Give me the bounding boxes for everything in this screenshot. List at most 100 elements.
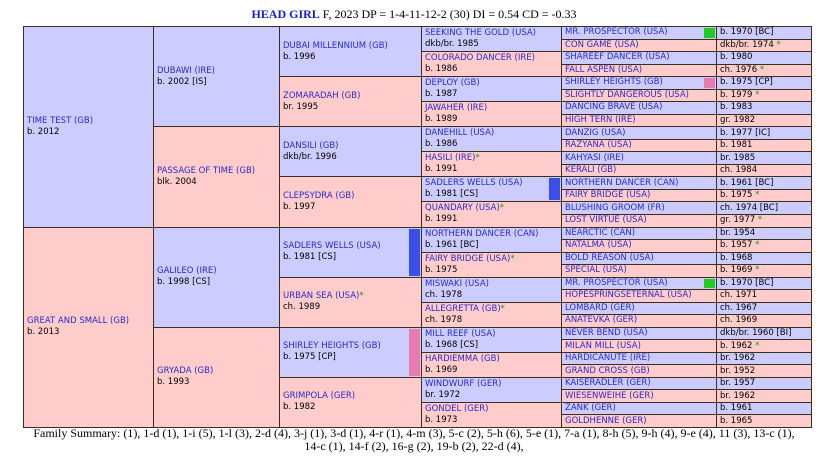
horse-info: b. 2013 (27, 327, 60, 338)
horse-name: NORTHERN DANCER (CAN) (565, 177, 679, 188)
info-line: br. 1985 (720, 153, 808, 164)
star-mark: * (755, 240, 760, 251)
horse-details: F, 2023 DP = 1-4-11-12-2 (30) DI = 0.54 … (322, 7, 577, 21)
horse-name: SADLERS WELLS (USA) (283, 241, 381, 252)
horse-name: ZANK (GER) (565, 403, 616, 414)
info-line: ch. 1974 [BC] (720, 203, 808, 214)
horse-cell: KERALI (GB) (561, 163, 717, 178)
name-line: DANSILI (GB) (283, 141, 418, 152)
horse-cell: SPECIAL (USA) (561, 264, 717, 278)
horse-info-cell: b. 1962 * (716, 339, 812, 353)
horse-cell: ZANK (GER) (561, 401, 717, 416)
horse-info-cell: b. 1968 (716, 251, 812, 266)
info-line: br. 1952 (720, 366, 808, 377)
info-line: b. 1969 * (720, 265, 808, 276)
horse-cell: SADLERS WELLS (USA) b. 1981 [CS] (279, 226, 422, 278)
horse-name: ZOMARADAH (GB) (283, 90, 361, 101)
family-summary: Family Summary: (1), 1-d (1), 1-i (5), 1… (33, 426, 795, 453)
horse-info: b. 1975 (720, 190, 753, 201)
horse-info: dkb/br. 1996 (283, 151, 337, 162)
horse-name: WIESENWEIHE (GER) (565, 390, 654, 401)
horse-cell: GRYADA (GB) b. 1993 (153, 326, 280, 428)
horse-info: ch. 1969 (720, 315, 758, 326)
horse-cell: LOST VIRTUE (USA) (561, 213, 717, 228)
name-line: GREAT AND SMALL (GB) (27, 316, 150, 327)
info-line: gr. 1982 (720, 115, 808, 126)
name-line: TIME TEST (GB) (27, 116, 150, 127)
info-line: ch. 1969 (720, 315, 808, 326)
horse-cell: SHIRLEY HEIGHTS (GB) b. 1975 [CP] (279, 326, 422, 378)
horse-cell: HIGH TERN (IRE) (561, 113, 717, 128)
horse-name: GRAND CROSS (GB) (565, 365, 650, 376)
horse-info: br. 1962 (720, 353, 756, 364)
horse-info: b. 1989 (425, 114, 458, 125)
horse-cell: WINDWURF (GER) br. 1972 (421, 376, 562, 403)
horse-info-cell: ch. 1971 (716, 289, 812, 303)
horse-name: HASILI (IRE) (425, 153, 476, 164)
horse-cell: FALL ASPEN (USA) (561, 63, 717, 78)
horse-info-cell: ch. 1967 (716, 301, 812, 316)
horse-cell: MILL REEF (USA) b. 1968 [CS] (421, 326, 562, 353)
horse-info: b. 1961 [BC] (720, 177, 774, 188)
horse-cell: WIESENWEIHE (GER) (561, 389, 717, 403)
horse-info-cell: dkb/br. 1960 [BI] (716, 326, 812, 341)
horse-name: KERALI (GB) (565, 165, 617, 176)
info-line: b. 1970 [BC] (720, 27, 808, 38)
horse-name: KAHYASI (IRE) (565, 152, 624, 163)
horse-info: dkb/br. 1985 (425, 39, 479, 49)
inbreeding-bar (704, 28, 715, 38)
horse-info-cell: dkb/br. 1974 * (716, 38, 812, 53)
horse-info: b. 1979 (720, 89, 753, 100)
horse-name: NEVER BEND (USA) (565, 328, 648, 339)
horse-cell: TIME TEST (GB) b. 2012 (23, 26, 154, 228)
info-line: br. 1962 (720, 353, 808, 364)
horse-name: NORTHERN DANCER (CAN) (425, 228, 539, 239)
horse-info-cell: b. 1970 [BC] (716, 26, 812, 40)
horse-cell: GALILEO (IRE) b. 1998 [CS] (153, 226, 280, 328)
horse-name: DANZIG (USA) (565, 127, 626, 138)
info-line: dkb/br. 1960 [BI] (720, 328, 808, 339)
horse-info: b. 1986 (425, 64, 458, 75)
horse-cell: ANATEVKA (GER) (561, 314, 717, 328)
horse-name: ALLEGRETTA (GB) (425, 303, 501, 314)
horse-name: DANSILI (GB) (283, 140, 339, 151)
horse-cell: FAIRY BRIDGE (USA) (561, 188, 717, 203)
info-line: b. 1975 * (720, 190, 808, 201)
horse-name: MILAN MILL (USA) (565, 340, 641, 351)
horse-cell: SHIRLEY HEIGHTS (GB) (561, 76, 717, 90)
horse-info: b. 2002 [IS] (157, 76, 207, 87)
horse-cell: NORTHERN DANCER (CAN) (561, 176, 717, 190)
horse-name: DUBAI MILLENNIUM (GB) (283, 40, 388, 51)
info-line: b. 1961 [BC] (720, 178, 808, 189)
horse-info: br. 1952 (720, 365, 756, 376)
info-line: b. 1968 (720, 253, 808, 264)
horse-name: GRYADA (GB) (157, 366, 214, 377)
info-line: dkb/br. 1974 * (720, 40, 808, 51)
horse-info: ch. 1971 (720, 290, 758, 301)
horse-info-cell: ch. 1969 (716, 314, 812, 328)
horse-cell: URBAN SEA (USA)* ch. 1989 (279, 276, 422, 328)
horse-cell: CLEPSYDRA (GB) b. 1997 (279, 176, 422, 228)
horse-name: SEEKING THE GOLD (USA) (425, 28, 537, 38)
horse-name: NEARCTIC (CAN) (565, 227, 636, 238)
horse-cell: NEVER BEND (USA) (561, 326, 717, 341)
name-line: FAIRY BRIDGE (USA)* (425, 254, 558, 265)
name-line: WINDWURF (GER) (425, 379, 558, 390)
horse-info-cell: b. 1965 (716, 414, 812, 428)
horse-name: SADLERS WELLS (USA) (425, 178, 523, 189)
horse-name: COLORADO DANCER (IRE) (425, 53, 535, 64)
horse-cell: HARDIEMMA (GB) b. 1969 (421, 351, 562, 378)
horse-cell: SLIGHTLY DANGEROUS (USA) (561, 88, 717, 103)
info-line: b. 1981 (720, 140, 808, 151)
horse-info-cell: b. 1975 * (716, 188, 812, 203)
info-line: b. 1975 [CP] (720, 77, 808, 88)
horse-cell: BLUSHING GROOM (FR) (561, 201, 717, 215)
horse-cell: ZOMARADAH (GB) br. 1995 (279, 76, 422, 128)
horse-name: GRIMPOLA (GER) (283, 391, 356, 402)
horse-info-cell: br. 1952 (716, 364, 812, 378)
horse-name: GALILEO (IRE) (157, 266, 217, 277)
horse-cell: HOPESPRINGSETERNAL (USA) (561, 289, 717, 303)
horse-name: BOLD REASON (USA) (565, 252, 654, 263)
info-line: ch. 1976 * (720, 65, 808, 76)
